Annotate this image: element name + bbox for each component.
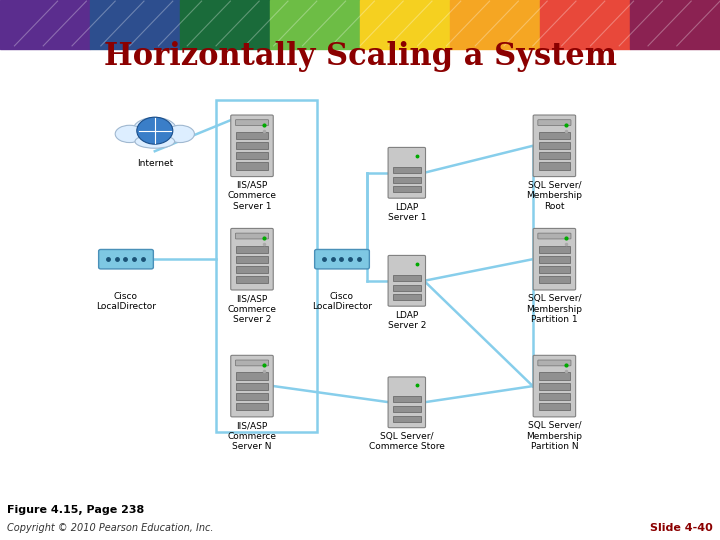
Text: IIS/ASP
Commerce
Server 2: IIS/ASP Commerce Server 2 [228,294,276,324]
Bar [393,416,420,422]
Bar [236,393,268,400]
Bar [236,373,268,380]
Bar [539,382,570,390]
FancyBboxPatch shape [538,120,571,126]
Bar [540,0,630,49]
Bar [236,403,268,410]
Bar [539,255,570,263]
Text: Figure 4.15, Page 238: Figure 4.15, Page 238 [7,505,145,515]
FancyBboxPatch shape [538,360,571,366]
Bar [393,167,420,173]
Bar [236,142,268,150]
Bar [236,382,268,390]
Bar [539,142,570,150]
Bar [393,275,420,281]
Bar [539,152,570,159]
Text: IIS/ASP
Commerce
Server 1: IIS/ASP Commerce Server 1 [228,181,276,211]
Bar [539,276,570,283]
Bar [393,406,420,412]
Bar [236,152,268,159]
Bar [539,403,570,410]
Bar [216,100,317,432]
FancyBboxPatch shape [99,249,153,269]
Bar [450,0,540,49]
Text: Slide 4-40: Slide 4-40 [650,523,713,533]
FancyBboxPatch shape [235,360,269,366]
Circle shape [137,117,173,144]
Text: Cisco
LocalDirector: Cisco LocalDirector [312,292,372,311]
Text: Copyright © 2010 Pearson Education, Inc.: Copyright © 2010 Pearson Education, Inc. [7,523,214,533]
Bar [539,393,570,400]
FancyBboxPatch shape [534,355,576,417]
Bar [0,0,90,49]
FancyBboxPatch shape [538,233,571,239]
Bar [539,266,570,273]
FancyBboxPatch shape [235,233,269,239]
FancyBboxPatch shape [534,228,576,290]
Bar [236,246,268,253]
Bar [270,0,360,49]
Bar [393,285,420,291]
Bar [539,246,570,253]
Bar [393,294,420,300]
Text: SQL Server/
Membership
Partition N: SQL Server/ Membership Partition N [526,421,582,451]
Bar [360,0,450,49]
Bar [393,177,420,183]
Text: Horizontally Scaling a System: Horizontally Scaling a System [104,41,616,72]
Bar [630,0,720,49]
FancyBboxPatch shape [315,249,369,269]
Bar [393,396,420,402]
Bar [393,186,420,192]
FancyBboxPatch shape [388,255,426,306]
FancyBboxPatch shape [230,355,273,417]
Ellipse shape [135,135,175,148]
FancyBboxPatch shape [230,228,273,290]
Text: SQL Server/
Membership
Partition 1: SQL Server/ Membership Partition 1 [526,294,582,324]
FancyBboxPatch shape [534,115,576,177]
Bar [539,163,570,170]
Bar [236,276,268,283]
FancyBboxPatch shape [388,377,426,428]
Text: SQL Server/
Commerce Store: SQL Server/ Commerce Store [369,432,445,451]
Bar [236,266,268,273]
FancyBboxPatch shape [230,115,273,177]
FancyBboxPatch shape [235,120,269,126]
Bar [236,163,268,170]
Bar [236,255,268,263]
Bar [180,0,270,49]
Ellipse shape [133,118,176,141]
Bar [539,132,570,139]
FancyBboxPatch shape [388,147,426,198]
Text: LDAP
Server 1: LDAP Server 1 [387,202,426,222]
Text: LDAP
Server 2: LDAP Server 2 [387,310,426,330]
Text: Internet: Internet [137,159,173,168]
Text: Cisco
LocalDirector: Cisco LocalDirector [96,292,156,311]
Ellipse shape [166,125,194,143]
Ellipse shape [115,125,144,143]
Text: SQL Server/
Membership
Root: SQL Server/ Membership Root [526,181,582,211]
Text: IIS/ASP
Commerce
Server N: IIS/ASP Commerce Server N [228,421,276,451]
Bar [236,132,268,139]
Bar [539,373,570,380]
Bar [90,0,180,49]
